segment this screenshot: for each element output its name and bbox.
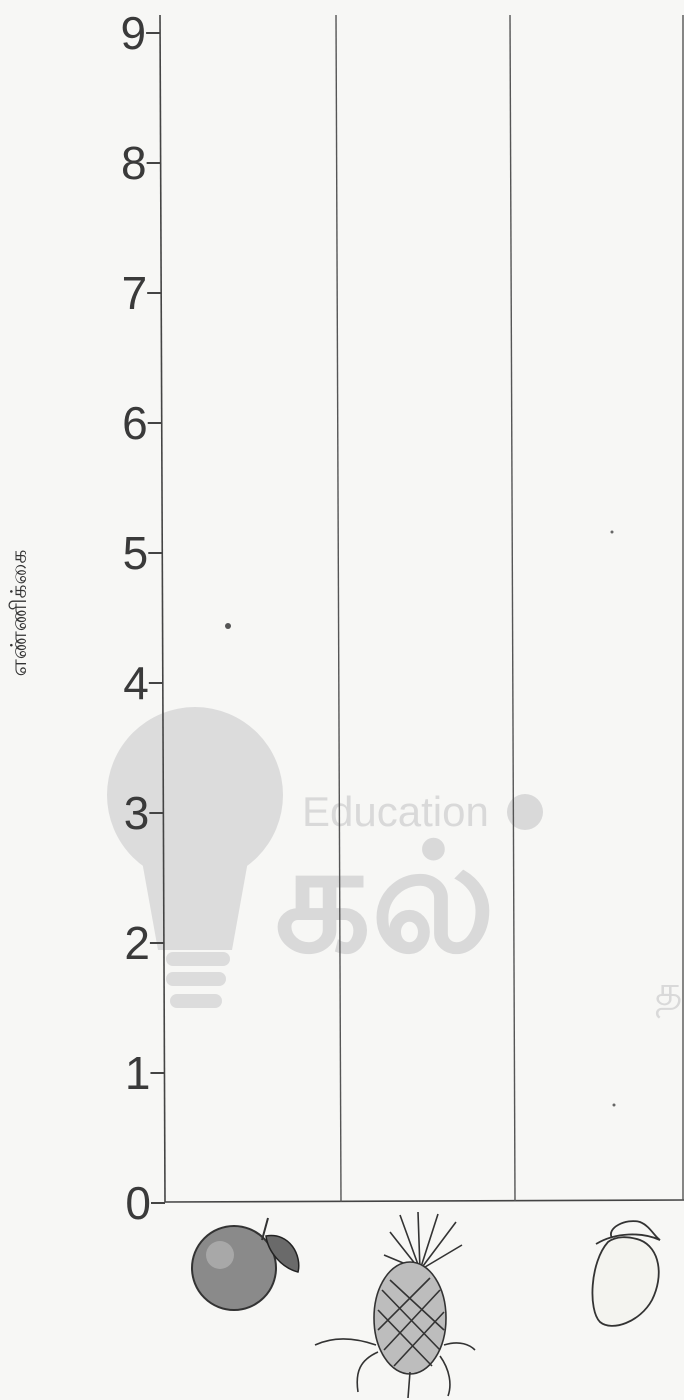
watermark-large-text: கல்	[275, 814, 495, 982]
speck	[610, 530, 614, 534]
y-tick-label: 5	[123, 527, 149, 579]
y-tick-label: 1	[125, 1047, 151, 1099]
watermark-fragment-text: த	[655, 967, 682, 1019]
y-tick-label: 9	[120, 7, 146, 59]
y-axis	[159, 14, 166, 1203]
y-tick-label: 2	[124, 917, 150, 969]
speck	[612, 1103, 616, 1107]
pineapple-icon	[314, 1211, 476, 1399]
y-tick-label: 8	[121, 137, 147, 189]
x-axis	[164, 1199, 684, 1203]
y-ticks: 0 1 2 3 4 5 6 7 8 9	[120, 7, 166, 1229]
lightbulb-logo	[107, 707, 283, 1008]
category-divider-2	[509, 14, 516, 1202]
category-divider-1	[335, 14, 342, 1203]
speck	[225, 623, 231, 629]
y-tick-label: 0	[125, 1177, 151, 1229]
orange-icon	[191, 1217, 300, 1311]
watermark-dot	[507, 794, 543, 830]
watermark: Education கல் த	[107, 707, 682, 1019]
y-tick-label: 7	[122, 267, 148, 319]
y-tick-label: 6	[122, 397, 148, 449]
mango-icon	[591, 1220, 661, 1327]
watermark-small-text: Education	[302, 788, 489, 835]
y-tick-label: 3	[124, 787, 150, 839]
y-tick-label: 4	[123, 657, 149, 709]
y-axis-label: எண்ணிக்கை	[7, 550, 32, 677]
